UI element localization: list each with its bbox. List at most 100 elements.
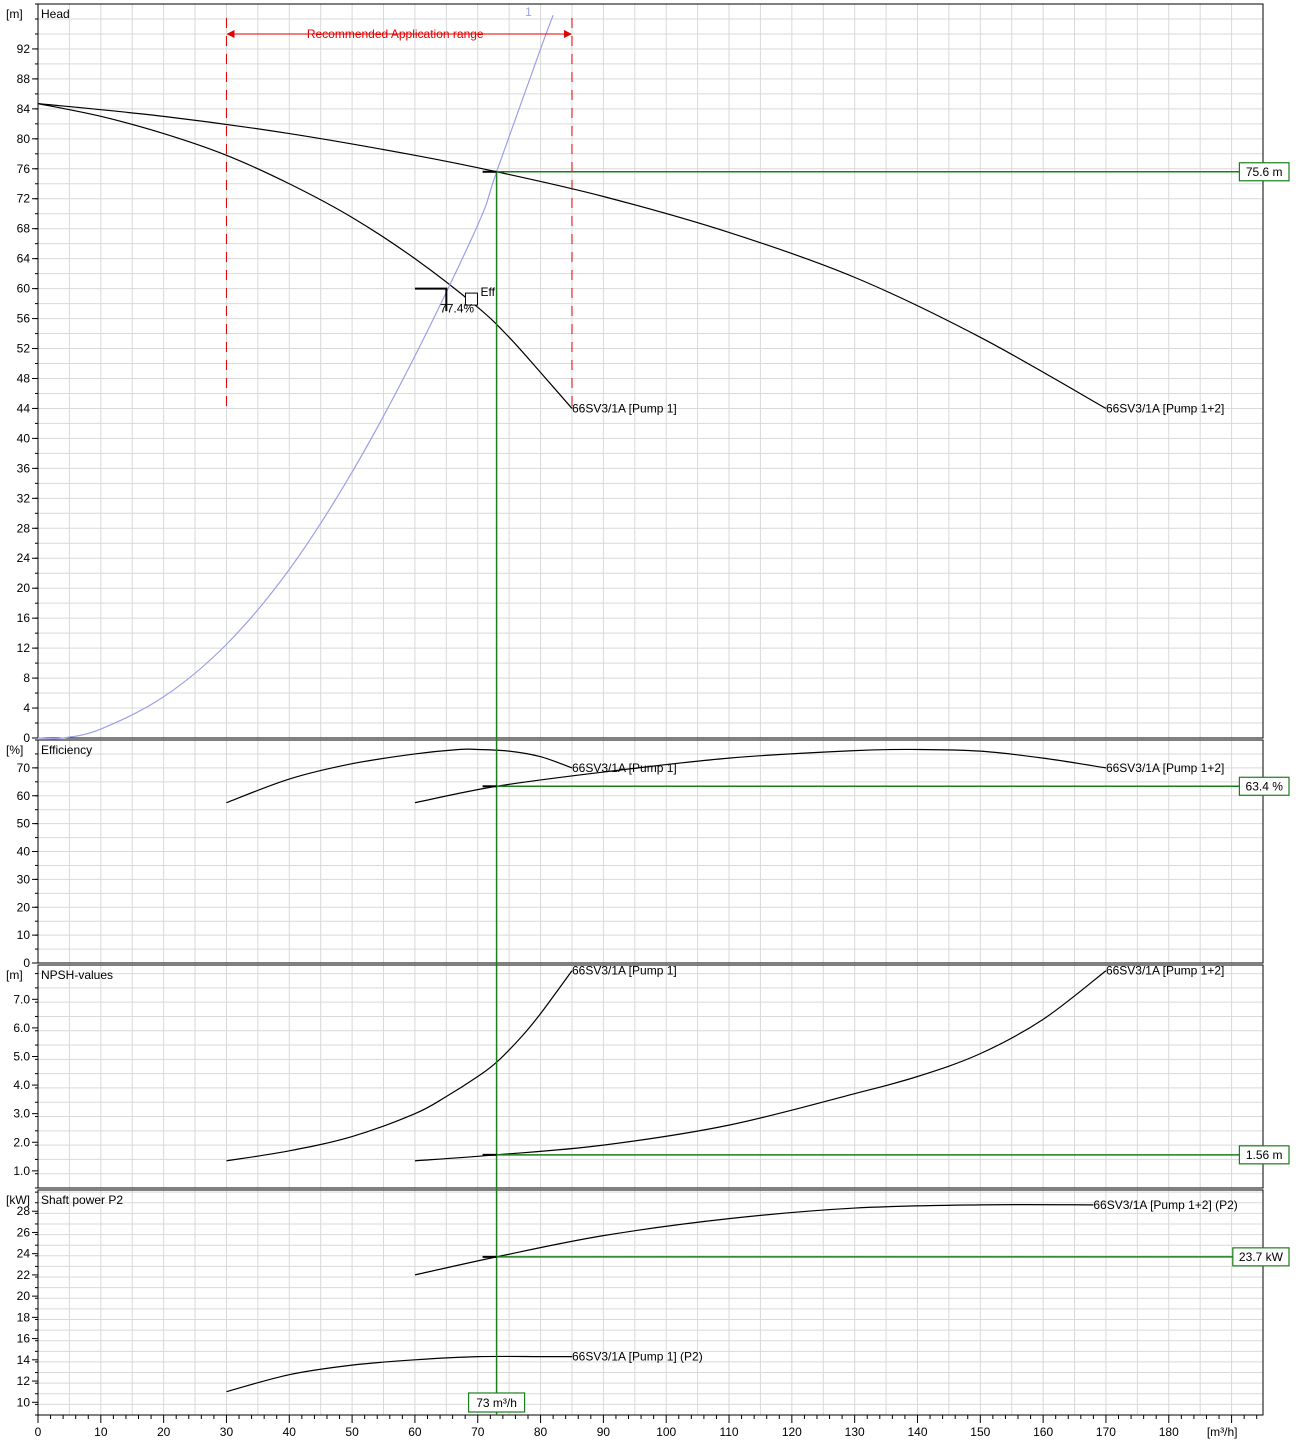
series-line	[226, 748, 573, 804]
y-tick-label: 22	[17, 1268, 31, 1282]
y-unit: [%]	[6, 743, 23, 757]
readout-label: 75.6 m	[1246, 165, 1283, 179]
x-tick-label: 150	[970, 1425, 990, 1439]
panel-title: Shaft power P2	[41, 1193, 123, 1207]
y-tick-label: 0	[23, 731, 30, 745]
y-tick-label: 32	[17, 491, 31, 505]
y-tick-label: 24	[17, 1247, 31, 1261]
arrowhead-left-icon	[226, 29, 235, 38]
y-unit: [kW]	[6, 1193, 30, 1207]
y-tick-label: 0	[23, 956, 30, 970]
overlay-layer: Recommended Application range Eff. 77.4% 75…	[225, 18, 1290, 1415]
y-tick-label: 50	[17, 817, 31, 831]
series-line	[414, 1204, 1094, 1276]
series-label: 66SV3/1A [Pump 1]	[572, 761, 677, 775]
y-tick-label: 20	[17, 1289, 31, 1303]
y-tick-label: 12	[17, 641, 31, 655]
system-curve-label: 1	[525, 5, 532, 19]
y-tick-label: 40	[17, 431, 31, 445]
x-tick-label: 80	[534, 1425, 548, 1439]
readout-label: 63.4 %	[1246, 779, 1284, 793]
x-tick-label: 50	[345, 1425, 359, 1439]
eff-marker-label: Eff.	[480, 285, 498, 299]
y-unit: [m]	[6, 968, 23, 982]
series-label: 66SV3/1A [Pump 1]	[572, 401, 677, 415]
y-tick-label: 52	[17, 342, 31, 356]
y-tick-label: 26	[17, 1225, 31, 1239]
operating-point-box	[467, 1392, 526, 1413]
y-tick-label: 6.0	[13, 1021, 30, 1035]
y-tick-label: 2.0	[13, 1135, 30, 1149]
y-tick-label: 56	[17, 312, 31, 326]
y-tick-label: 18	[17, 1310, 31, 1324]
y-tick-label: 28	[17, 1204, 31, 1218]
y-tick-label: 12	[17, 1374, 31, 1388]
series-label: 66SV3/1A [Pump 1+2]	[1106, 401, 1224, 415]
y-tick-label: 5.0	[13, 1049, 30, 1063]
x-tick-label: 20	[157, 1425, 171, 1439]
x-tick-label: 10	[94, 1425, 108, 1439]
y-tick-label: 20	[17, 581, 31, 595]
y-tick-label: 24	[17, 551, 31, 565]
eff-marker-icon	[464, 292, 478, 306]
eff-value-label: 77.4%	[440, 302, 474, 316]
panel-title: Efficiency	[41, 743, 92, 757]
y-tick-label: 70	[17, 761, 31, 775]
y-tick-label: 44	[17, 401, 31, 415]
y-tick-label: 1.0	[13, 1164, 30, 1178]
operating-point-label: 73 m³/h	[476, 1396, 517, 1410]
panel-title: NPSH-values	[41, 968, 113, 982]
readout-label: 1.56 m	[1246, 1148, 1283, 1162]
y-tick-label: 20	[17, 900, 31, 914]
series-label: 66SV3/1A [Pump 1] (P2)	[572, 1350, 703, 1364]
series-line	[226, 970, 573, 1162]
series-line	[414, 970, 1107, 1162]
readout-box	[1238, 776, 1290, 796]
readout-box	[1238, 1145, 1290, 1165]
y-tick-label: 4.0	[13, 1078, 30, 1092]
series-line	[37, 103, 573, 409]
y-tick-label: 76	[17, 162, 31, 176]
x-tick-label: 180	[1159, 1425, 1179, 1439]
series-label: 66SV3/1A [Pump 1+2]	[1106, 761, 1224, 775]
y-tick-label: 10	[17, 928, 31, 942]
series-label: 66SV3/1A [Pump 1+2]	[1106, 964, 1224, 978]
y-tick-label: 16	[17, 611, 31, 625]
y-tick-label: 28	[17, 521, 31, 535]
y-tick-label: 92	[17, 42, 31, 56]
y-tick-label: 10	[17, 1395, 31, 1409]
x-tick-label: 30	[220, 1425, 234, 1439]
panel-frame	[37, 964, 1264, 1189]
series-line	[414, 748, 1107, 804]
x-tick-label: 140	[907, 1425, 927, 1439]
y-tick-label: 40	[17, 845, 31, 859]
y-tick-label: 8	[23, 671, 30, 685]
x-tick-label: 90	[597, 1425, 611, 1439]
x-tick-label: 0	[35, 1425, 42, 1439]
x-tick-label: 120	[782, 1425, 802, 1439]
x-tick-label: 60	[408, 1425, 422, 1439]
series-layer: 66SV3/1A [Pump 1] 66SV3/1A [Pump 1+2] 1 66S…	[37, 5, 1238, 1393]
y-tick-label: 30	[17, 872, 31, 886]
panel-frame	[37, 3, 1264, 739]
y-tick-label: 60	[17, 282, 31, 296]
grid-layer	[38, 4, 1263, 1415]
y-tick-label: 88	[17, 72, 31, 86]
series-label: 66SV3/1A [Pump 1+2] (P2)	[1093, 1198, 1237, 1212]
application-range-label: Recommended Application range	[307, 27, 484, 41]
series-line	[226, 1355, 572, 1393]
x-tick-label: 100	[656, 1425, 676, 1439]
series-label: 66SV3/1A [Pump 1]	[572, 964, 677, 978]
x-tick-label: 40	[283, 1425, 297, 1439]
y-unit: [m]	[6, 7, 23, 21]
y-tick-label: 16	[17, 1332, 31, 1346]
axes-layer: 0481216202428323640444852566064687276808…	[6, 3, 1264, 1439]
y-tick-label: 60	[17, 789, 31, 803]
y-tick-label: 84	[17, 102, 31, 116]
y-tick-label: 48	[17, 371, 31, 385]
y-tick-label: 7.0	[13, 992, 30, 1006]
x-tick-label: 160	[1033, 1425, 1053, 1439]
panel-title: Head	[41, 7, 70, 21]
y-tick-label: 14	[17, 1353, 31, 1367]
x-axis-unit: [m³/h]	[1207, 1425, 1238, 1439]
